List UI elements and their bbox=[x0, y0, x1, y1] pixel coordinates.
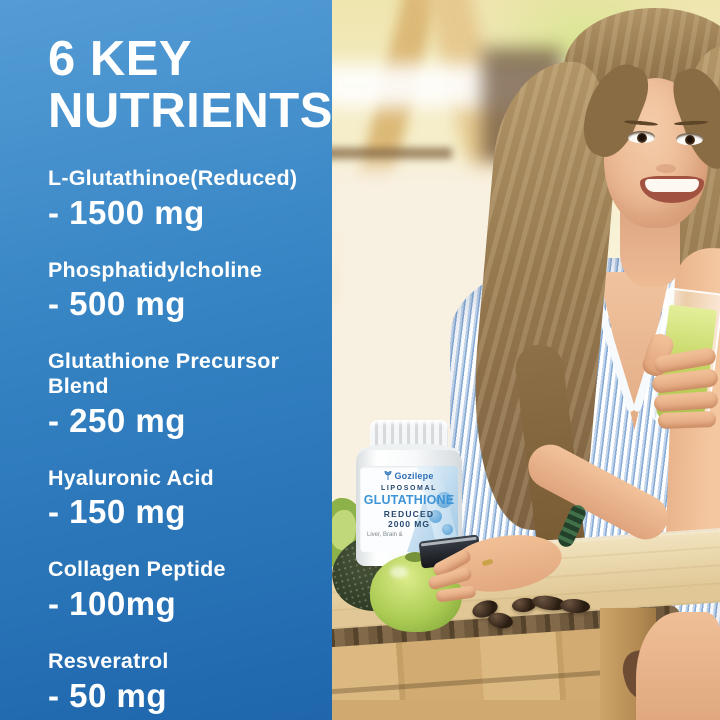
eye bbox=[676, 133, 703, 145]
nutrient-item: Hyaluronic Acid - 150 mg bbox=[48, 466, 322, 532]
label-note-line: Liver, Brain & bbox=[367, 532, 403, 538]
nutrient-amount: - 150 mg bbox=[48, 493, 186, 531]
eye bbox=[628, 131, 655, 143]
label-bubble-graphic bbox=[442, 524, 453, 535]
nutrient-item: L-Glutathinoe(Reduced) - 1500 mg bbox=[48, 166, 322, 232]
lifestyle-photo: Gozilepe LIPOSOMAL GLUTATHIONE REDUCED 2… bbox=[332, 0, 720, 720]
title-line-1: 6 KEY bbox=[48, 32, 193, 86]
label-bubble-graphic bbox=[429, 510, 442, 523]
label-strength-line: 2000 MG bbox=[388, 519, 430, 529]
nutrient-name: Hyaluronic Acid bbox=[48, 465, 214, 490]
nutrient-name: Resveratrol bbox=[48, 648, 169, 673]
label-form-line: REDUCED bbox=[383, 509, 435, 519]
table-front-planks bbox=[332, 700, 620, 720]
gozilepe-leaf-icon bbox=[384, 471, 392, 480]
label-bubble-graphic bbox=[436, 492, 452, 508]
bottle-label: Gozilepe LIPOSOMAL GLUTATHIONE REDUCED 2… bbox=[360, 466, 458, 552]
label-type-line: LIPOSOMAL bbox=[380, 485, 437, 492]
nutrients-panel: 6 KEY NUTRIENTS L-Glutathinoe(Reduced) -… bbox=[0, 0, 332, 720]
background-sill bbox=[332, 148, 452, 160]
nutrient-item: Resveratrol - 50 mg bbox=[48, 649, 322, 715]
title-line-2: NUTRIENTS bbox=[48, 83, 333, 138]
nutrient-amount: - 1500 mg bbox=[48, 193, 205, 231]
iris bbox=[637, 133, 647, 143]
nutrient-name: Glutathione Precursor Blend bbox=[48, 349, 280, 398]
finger bbox=[657, 410, 717, 430]
iris bbox=[685, 135, 695, 145]
page-title: 6 KEY NUTRIENTS bbox=[48, 32, 333, 138]
teeth bbox=[645, 179, 699, 192]
nutrient-amount: - 500 mg bbox=[48, 285, 186, 323]
label-product-name: GLUTATHIONE bbox=[363, 493, 455, 507]
nutrient-amount: - 50 mg bbox=[48, 676, 168, 714]
brand-name: Gozilepe bbox=[394, 471, 434, 481]
nutrient-name: Collagen Peptide bbox=[48, 557, 226, 582]
brand-row: Gozilepe bbox=[360, 471, 458, 481]
nutrient-item: Phosphatidylcholine - 500 mg bbox=[48, 258, 322, 324]
woman-leg bbox=[636, 612, 720, 720]
nutrient-amount: - 250 mg bbox=[48, 401, 186, 439]
nutrient-amount: - 100mg bbox=[48, 584, 177, 622]
nose bbox=[656, 164, 676, 173]
nutrient-name: Phosphatidylcholine bbox=[48, 257, 263, 282]
nutrient-item: Collagen Peptide - 100mg bbox=[48, 557, 322, 623]
nutrient-item: Glutathione Precursor Blend - 250 mg bbox=[48, 349, 322, 439]
nutrient-name: L-Glutathinoe(Reduced) bbox=[48, 165, 298, 190]
